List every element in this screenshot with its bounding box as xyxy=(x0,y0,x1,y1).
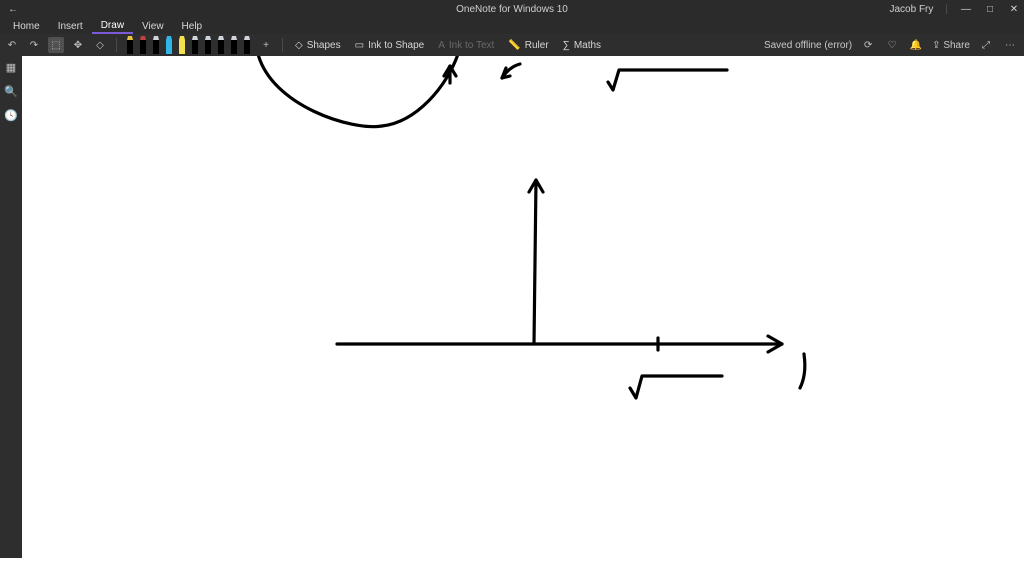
save-status: Saved offline (error) xyxy=(764,40,852,51)
divider xyxy=(282,38,283,52)
ruler-icon: 📏 xyxy=(508,40,520,51)
pen-9[interactable] xyxy=(242,36,252,54)
close-button[interactable]: ✕ xyxy=(1008,4,1020,15)
sync-icon[interactable]: ⟳ xyxy=(860,37,876,53)
svg-text:1-x: 1-x xyxy=(646,374,678,400)
menu-insert[interactable]: Insert xyxy=(49,18,92,34)
maximize-button[interactable]: □ xyxy=(984,4,996,15)
menu-view[interactable]: View xyxy=(133,18,173,34)
pen-gallery xyxy=(125,36,252,54)
svg-text:z: z xyxy=(552,160,565,193)
pen-8[interactable] xyxy=(229,36,239,54)
pan-button[interactable]: ✥ xyxy=(70,37,86,53)
maths-icon: ∑ xyxy=(563,40,570,51)
share-button[interactable]: ⇪ Share xyxy=(932,40,970,51)
inktext-label: Ink to Text xyxy=(449,40,494,51)
page-canvas[interactable]: xy = -1-x2zy1-x2 xyxy=(22,56,1024,558)
minimize-button[interactable]: — xyxy=(960,4,972,15)
inkshape-icon: ▭ xyxy=(355,40,364,51)
pen-0[interactable] xyxy=(125,36,135,54)
more-icon[interactable]: ⋯ xyxy=(1002,37,1018,53)
pen-1[interactable] xyxy=(138,36,148,54)
maths-label: Maths xyxy=(574,40,601,51)
add-pen-button[interactable]: + xyxy=(258,37,274,53)
recent-icon[interactable]: 🕓 xyxy=(4,108,18,122)
maths-tool[interactable]: ∑ Maths xyxy=(559,40,605,51)
ink-to-text-tool: A Ink to Text xyxy=(434,40,498,51)
nav-icon[interactable]: ▦ xyxy=(4,60,18,74)
pen-2[interactable] xyxy=(151,36,161,54)
pen-4[interactable] xyxy=(177,36,187,54)
svg-text:y = -: y = - xyxy=(540,66,586,92)
shapes-tool[interactable]: ◇ Shapes xyxy=(291,40,345,51)
menu-help[interactable]: Help xyxy=(173,18,212,34)
svg-text:x: x xyxy=(440,98,455,131)
bell-icon[interactable]: 🔔 xyxy=(908,37,924,53)
user-name: Jacob Fry xyxy=(889,4,933,15)
redo-button[interactable]: ↷ xyxy=(26,37,42,53)
lasso-select-button[interactable]: ⬚ xyxy=(48,37,64,53)
undo-button[interactable]: ↶ xyxy=(4,37,20,53)
ink-layer: xy = -1-x2zy1-x2 xyxy=(22,56,1024,558)
inkshape-label: Ink to Shape xyxy=(368,40,424,51)
ink-to-shape-tool[interactable]: ▭ Ink to Shape xyxy=(351,40,429,51)
back-button[interactable]: ← xyxy=(0,4,26,15)
ruler-label: Ruler xyxy=(525,40,549,51)
divider xyxy=(116,38,117,52)
bulb-icon[interactable]: ♡ xyxy=(884,37,900,53)
side-rail: ▦ 🔍 🕓 xyxy=(0,56,22,558)
menu-bar: HomeInsertDrawViewHelp xyxy=(0,18,1024,34)
menu-home[interactable]: Home xyxy=(4,18,49,34)
svg-text:2: 2 xyxy=(686,371,694,388)
svg-text:y: y xyxy=(792,324,807,357)
pen-6[interactable] xyxy=(203,36,213,54)
shapes-label: Shapes xyxy=(307,40,341,51)
search-icon[interactable]: 🔍 xyxy=(4,84,18,98)
app-title: OneNote for Windows 10 xyxy=(456,4,568,15)
menu-draw[interactable]: Draw xyxy=(92,18,133,34)
ruler-tool[interactable]: 📏 Ruler xyxy=(504,40,552,51)
pen-3[interactable] xyxy=(164,36,174,54)
fullscreen-icon[interactable]: ⤢ xyxy=(978,37,994,53)
pen-7[interactable] xyxy=(216,36,226,54)
inktext-icon: A xyxy=(438,40,445,51)
eraser-button[interactable]: ◇ xyxy=(92,37,108,53)
draw-ribbon: ↶ ↷ ⬚ ✥ ◇ + ◇ Shapes ▭ Ink to Shape A In… xyxy=(0,34,1024,56)
shapes-icon: ◇ xyxy=(295,40,303,51)
pen-5[interactable] xyxy=(190,36,200,54)
